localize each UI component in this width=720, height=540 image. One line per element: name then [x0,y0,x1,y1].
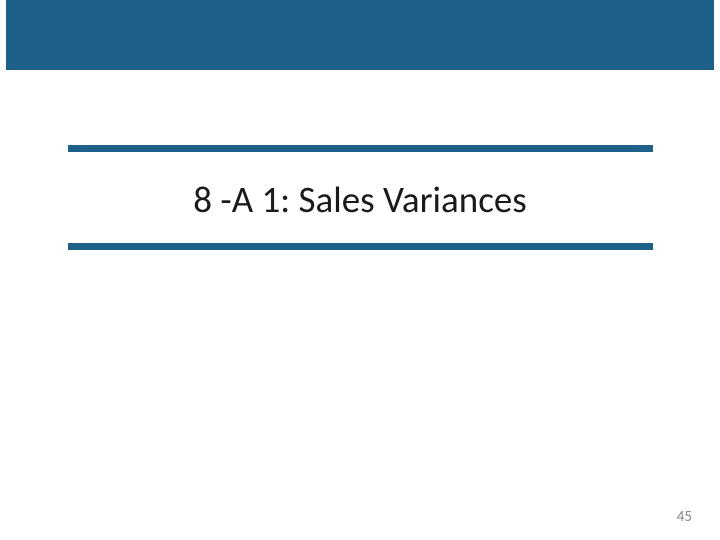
header-bar [6,0,714,70]
slide-title: 8 -A 1: Sales Variances [0,177,720,222]
divider-bottom [68,243,653,250]
divider-top [68,145,653,152]
page-number: 45 [677,508,692,526]
